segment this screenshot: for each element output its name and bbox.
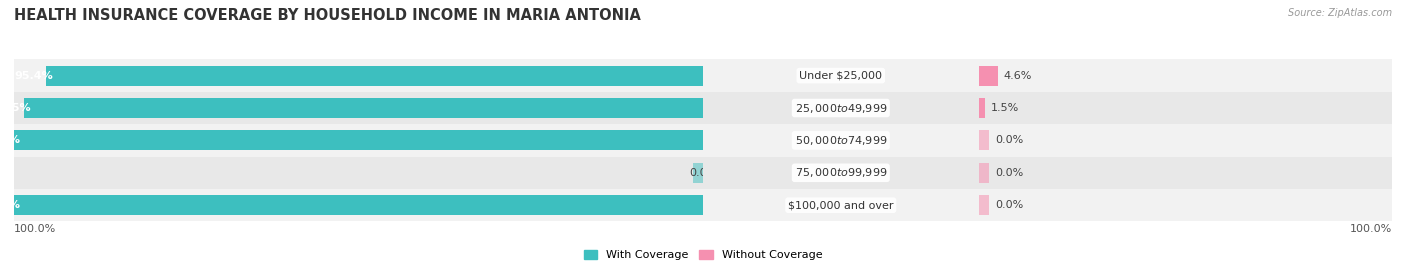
Text: 0.0%: 0.0% (995, 135, 1024, 146)
Bar (703, 92, 979, 124)
Bar (14, 124, 703, 157)
Bar (979, 163, 988, 183)
Bar (979, 66, 998, 86)
Text: 100.0%: 100.0% (14, 224, 56, 234)
Bar (14, 157, 703, 189)
Bar (703, 189, 979, 221)
Text: 4.6%: 4.6% (1004, 70, 1032, 81)
Text: $100,000 and over: $100,000 and over (787, 200, 894, 210)
Text: 98.5%: 98.5% (0, 103, 31, 113)
Legend: With Coverage, Without Coverage: With Coverage, Without Coverage (579, 245, 827, 264)
Text: 1.5%: 1.5% (991, 103, 1019, 113)
Text: Under $25,000: Under $25,000 (799, 70, 883, 81)
Text: 0.0%: 0.0% (995, 168, 1024, 178)
Text: 0.0%: 0.0% (689, 168, 717, 178)
Bar (979, 189, 1392, 221)
Bar (14, 59, 703, 92)
Bar (14, 130, 703, 150)
Bar (24, 98, 703, 118)
Bar (14, 92, 703, 124)
Text: Source: ZipAtlas.com: Source: ZipAtlas.com (1288, 8, 1392, 18)
Text: 0.0%: 0.0% (995, 200, 1024, 210)
Text: $50,000 to $74,999: $50,000 to $74,999 (794, 134, 887, 147)
Bar (979, 124, 1392, 157)
Bar (979, 195, 988, 215)
Text: $75,000 to $99,999: $75,000 to $99,999 (794, 166, 887, 179)
Text: $25,000 to $49,999: $25,000 to $49,999 (794, 102, 887, 114)
Text: 100.0%: 100.0% (1350, 224, 1392, 234)
Bar (14, 189, 703, 221)
Bar (46, 66, 703, 86)
Bar (14, 195, 703, 215)
Text: HEALTH INSURANCE COVERAGE BY HOUSEHOLD INCOME IN MARIA ANTONIA: HEALTH INSURANCE COVERAGE BY HOUSEHOLD I… (14, 8, 641, 23)
Text: 100.0%: 100.0% (0, 200, 21, 210)
Bar (703, 59, 979, 92)
Text: 100.0%: 100.0% (0, 135, 21, 146)
Bar (693, 163, 703, 183)
Bar (979, 130, 988, 150)
Bar (979, 157, 1392, 189)
Bar (979, 92, 1392, 124)
Bar (979, 59, 1392, 92)
Bar (703, 157, 979, 189)
Bar (979, 98, 984, 118)
Bar (703, 124, 979, 157)
Text: 95.4%: 95.4% (14, 70, 52, 81)
